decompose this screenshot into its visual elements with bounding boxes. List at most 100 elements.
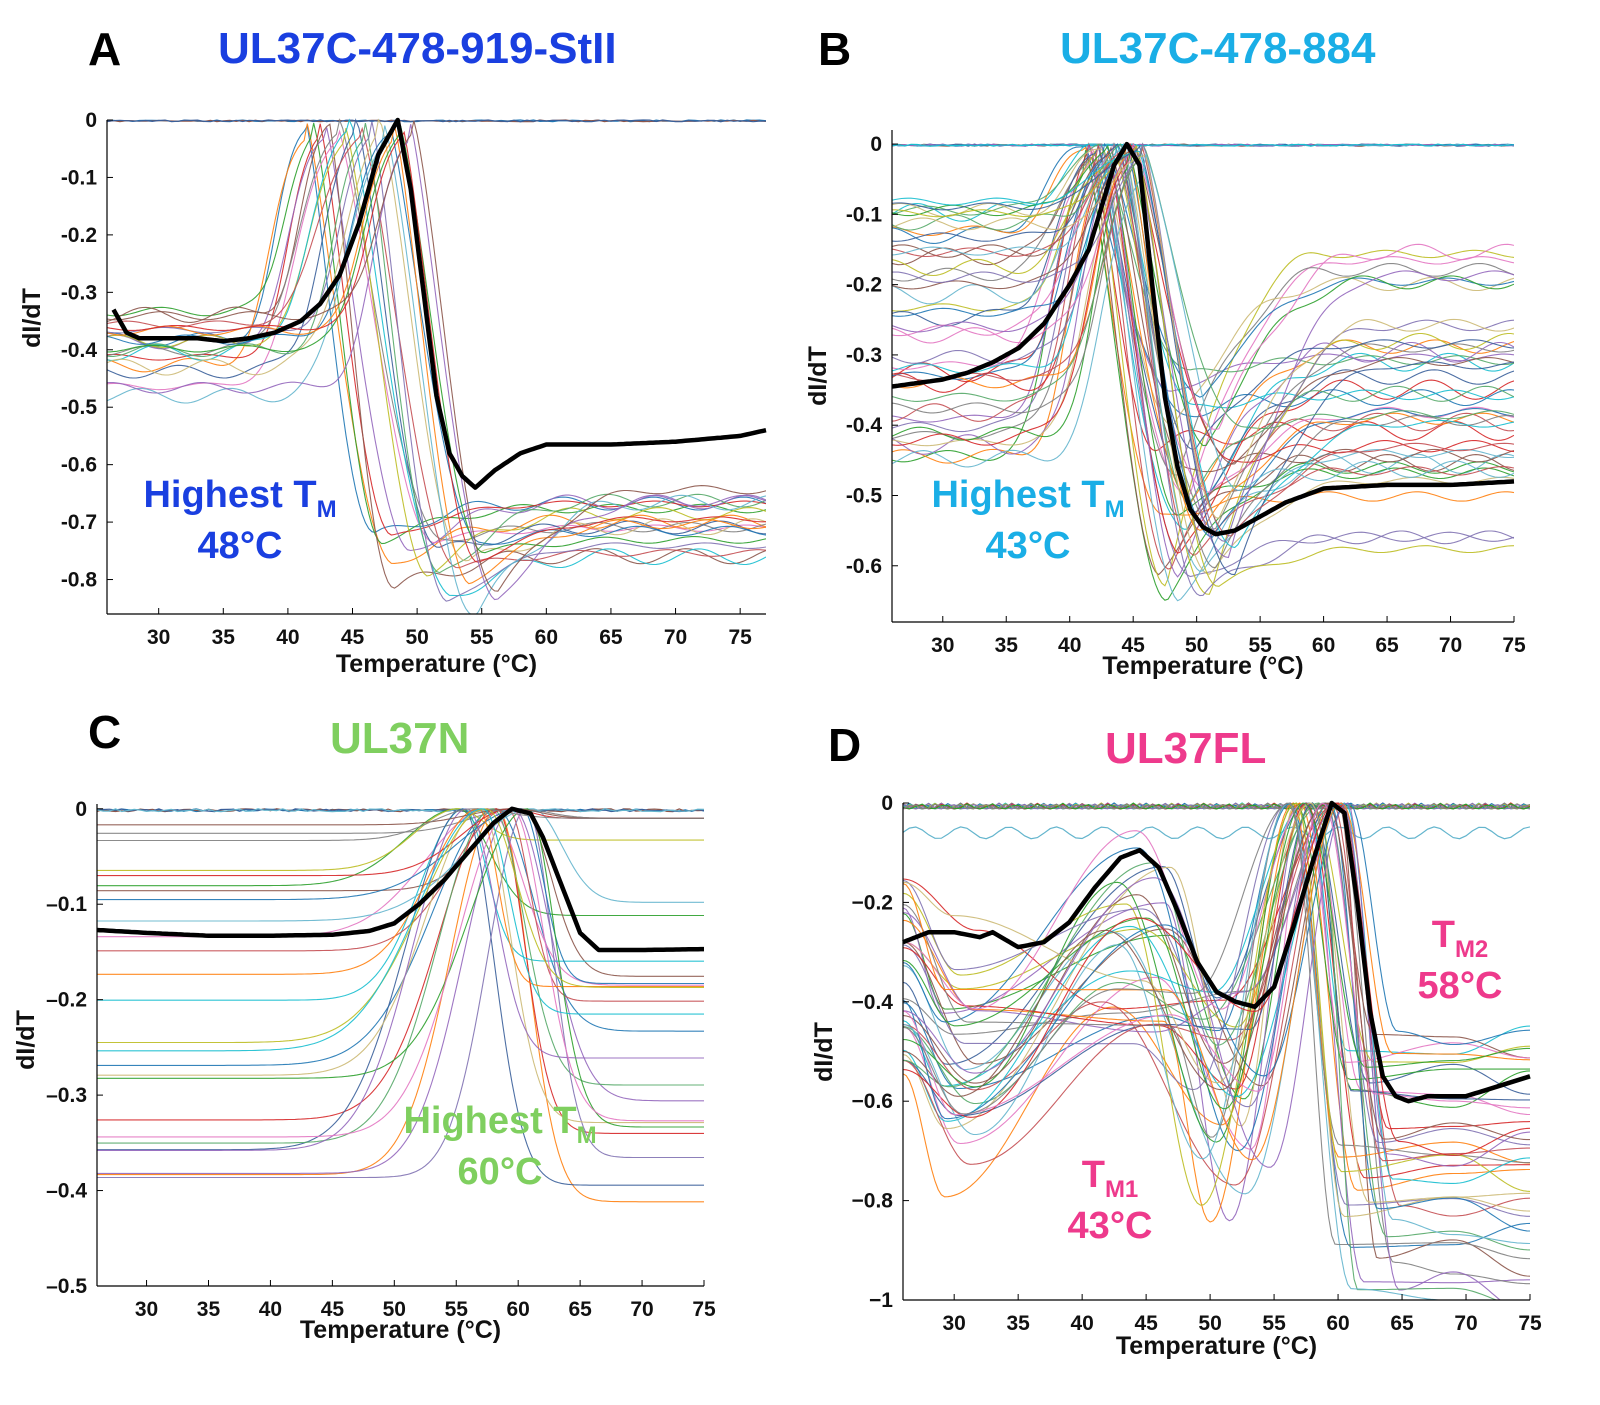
chart-a: 0 -0.1 -0.2 -0.3 -0.4 -0.5 -0.6 -0.7 -0.8 30 35 40 4… [18,109,767,678]
sample-curve [107,122,766,545]
sample-curve [903,802,1498,1300]
x-axis-label: Temperature (°C) [1102,652,1303,680]
sample-curve [892,153,1514,491]
annotation-value: 60°C [457,1151,543,1193]
sample-curve [892,150,1514,549]
sample-curve [892,143,1514,423]
sample-curve [892,142,1514,409]
x-tick-label: 65 [1375,634,1399,657]
baseline-curve [107,119,766,123]
x-tick-label: 70 [630,1298,653,1321]
axes: 0 –0.1 –0.2 –0.3 –0.4 –0.5 30 35 40 45 50 55 60 65 70 7… [12,798,716,1344]
y-tick-label: -0.5 [846,484,883,507]
sample-curve [903,802,1530,1110]
x-tick-label: 40 [1070,1312,1093,1335]
sample-curve [97,808,704,1044]
x-tick-label: 70 [664,626,687,649]
sample-curve [892,143,1514,578]
sample-curve [97,808,704,988]
y-tick-label: -0.7 [61,511,97,534]
annotation-subscript: M2 [1454,936,1489,963]
panel-letter: D [828,719,862,771]
annotation-label: Highest T [143,474,317,516]
sample-curve [903,802,1501,1300]
panel-title: UL37N [330,714,470,763]
sample-curve [903,802,1530,1146]
y-tick-label: 0 [881,792,893,815]
sample-curve [892,149,1514,587]
sample-curve [892,142,1514,543]
y-tick-label: –0.1 [46,893,87,916]
sample-curve [903,802,1530,1179]
baseline-curve [903,826,1530,840]
panel-title: UL37C-478-919-StII [218,24,617,73]
sample-curve [892,153,1514,476]
x-tick-label: 65 [1390,1312,1414,1335]
x-tick-label: 30 [931,634,954,657]
annotation-subscript: M [576,1122,597,1149]
x-tick-label: 55 [1262,1312,1286,1335]
highest-tm-curve [111,117,767,490]
sample-curve [903,802,1530,1260]
annotation-label: Highest T [403,1100,577,1142]
sample-curve [903,802,1530,1164]
sample-curve [107,124,766,601]
y-axis-label: dI/dT [810,1022,838,1082]
x-tick-label: 40 [1058,634,1081,657]
x-tick-label: 45 [1122,634,1146,657]
sample-curve [892,142,1514,465]
panel-title: UL37FL [1105,724,1267,773]
y-tick-label: -0.4 [61,339,98,362]
sample-curve [97,808,704,1186]
sample-curve [903,802,1530,1206]
x-tick-label: 50 [405,626,428,649]
sample-curve [903,802,1530,1141]
sample-curve [892,142,1514,572]
sample-curve [892,153,1514,447]
x-tick-label: 35 [212,626,236,649]
sample-curve [107,121,766,602]
sample-curve [892,159,1514,578]
x-tick-label: 65 [568,1298,592,1321]
x-axis-label: Temperature (°C) [1116,1332,1317,1360]
x-tick-label: 30 [943,1312,966,1335]
sample-curve [903,802,1530,1095]
sample-curve [892,142,1514,452]
sample-curve [903,802,1530,1084]
highest-tm-curve [902,800,1531,1104]
sample-curve [107,123,766,589]
sample-curve [97,808,704,1124]
sample-curve [892,156,1514,576]
sample-curve [892,154,1514,519]
sample-curve [892,148,1514,427]
axes: 0 -0.1 -0.2 -0.3 -0.4 -0.5 -0.6 30 35 40 45 50 55 60 6… [804,130,1526,680]
sample-curve [903,802,1449,1300]
sample-curve [903,802,1530,1120]
sample-curve [97,808,704,842]
y-tick-label: -0.4 [846,414,883,437]
sample-curve [97,808,704,1179]
x-axis-label: Temperature (°C) [300,1316,501,1344]
annotation-label: Highest T [931,474,1105,516]
highest-tm-curve [96,806,704,953]
sample-curve [107,125,766,554]
sample-curve [892,142,1514,431]
sample-curve [107,118,766,597]
y-axis-label: dI/dT [18,288,46,348]
sample-curve [892,156,1514,595]
x-tick-label: 60 [507,1298,530,1321]
y-tick-label: -0.1 [61,166,98,189]
y-tick-label: −0.6 [852,1090,893,1113]
x-tick-label: 75 [692,1298,716,1321]
panel-letter: C [88,706,122,758]
y-tick-label: 0 [75,798,87,821]
curves-group [97,808,704,1203]
x-tick-label: 55 [470,626,494,649]
chart-b: 0 -0.1 -0.2 -0.3 -0.4 -0.5 -0.6 30 35 40 45 50 55 60 6… [804,130,1526,680]
highest-tm-curve [891,141,1515,537]
y-tick-label: -0.3 [846,344,882,367]
sample-curve [97,808,704,1001]
sample-curve [903,802,1530,1232]
sample-curve [107,123,766,564]
